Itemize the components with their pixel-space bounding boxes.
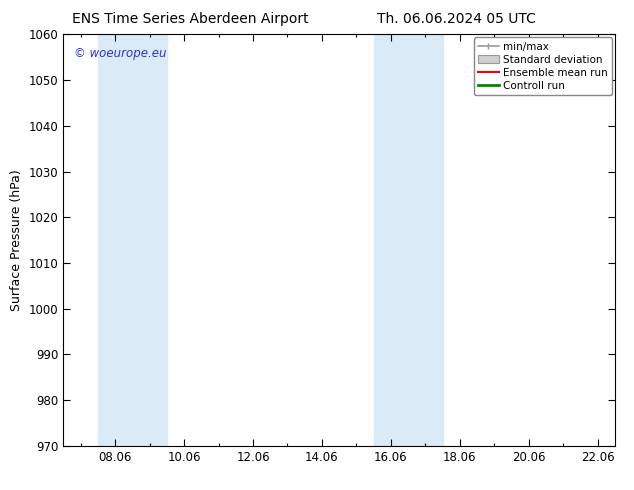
Text: © woeurope.eu: © woeurope.eu: [74, 47, 167, 60]
Bar: [373, 34, 443, 446]
Text: ENS Time Series Aberdeen Airport: ENS Time Series Aberdeen Airport: [72, 12, 309, 26]
Bar: [98, 34, 167, 446]
Text: Th. 06.06.2024 05 UTC: Th. 06.06.2024 05 UTC: [377, 12, 536, 26]
Y-axis label: Surface Pressure (hPa): Surface Pressure (hPa): [10, 169, 23, 311]
Legend: min/max, Standard deviation, Ensemble mean run, Controll run: min/max, Standard deviation, Ensemble me…: [474, 37, 612, 95]
